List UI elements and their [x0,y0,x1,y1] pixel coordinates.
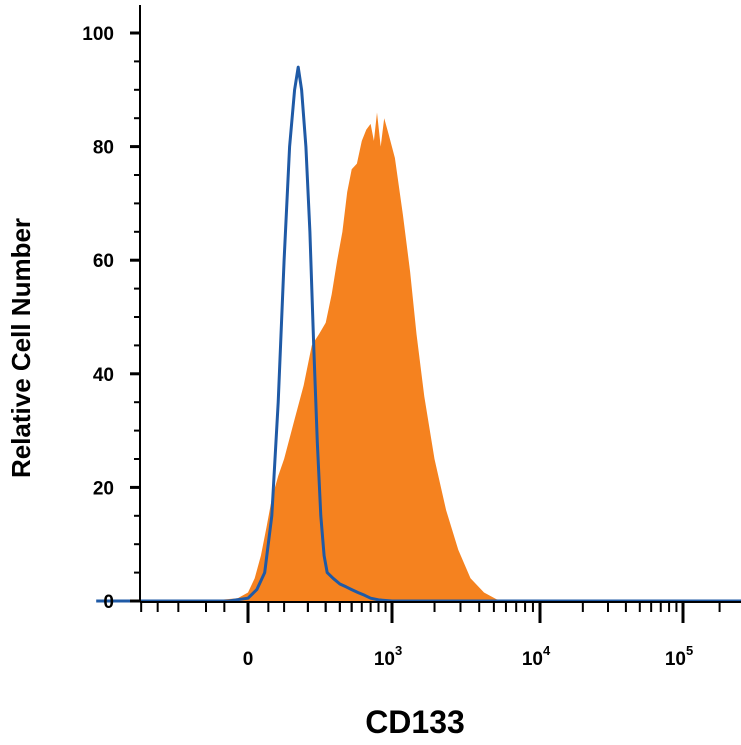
y-tick-label: 20 [93,478,114,499]
y-axis-label: Relative Cell Number [6,218,36,478]
x-axis-label: CD133 [365,704,465,740]
x-tick-label: 104 [522,643,551,670]
axes-layer [139,5,741,603]
x-tick-label: 105 [665,643,693,670]
y-tick-label: 80 [93,138,114,159]
y-tick-label: 40 [93,365,114,386]
series-layer [96,65,741,603]
y-tick-label: 0 [103,592,114,613]
y-tick-label: 100 [82,24,114,45]
y-ticks: 0 20 40 60 80 100 [82,24,140,613]
x-ticks: 0 103 104 105 [140,602,721,670]
y-tick-label: 60 [93,251,114,272]
x-tick-label: 0 [243,649,254,670]
control-histogram-line [96,65,741,603]
sample-histogram-fill [206,112,506,601]
x-tick-label: 103 [374,643,402,670]
